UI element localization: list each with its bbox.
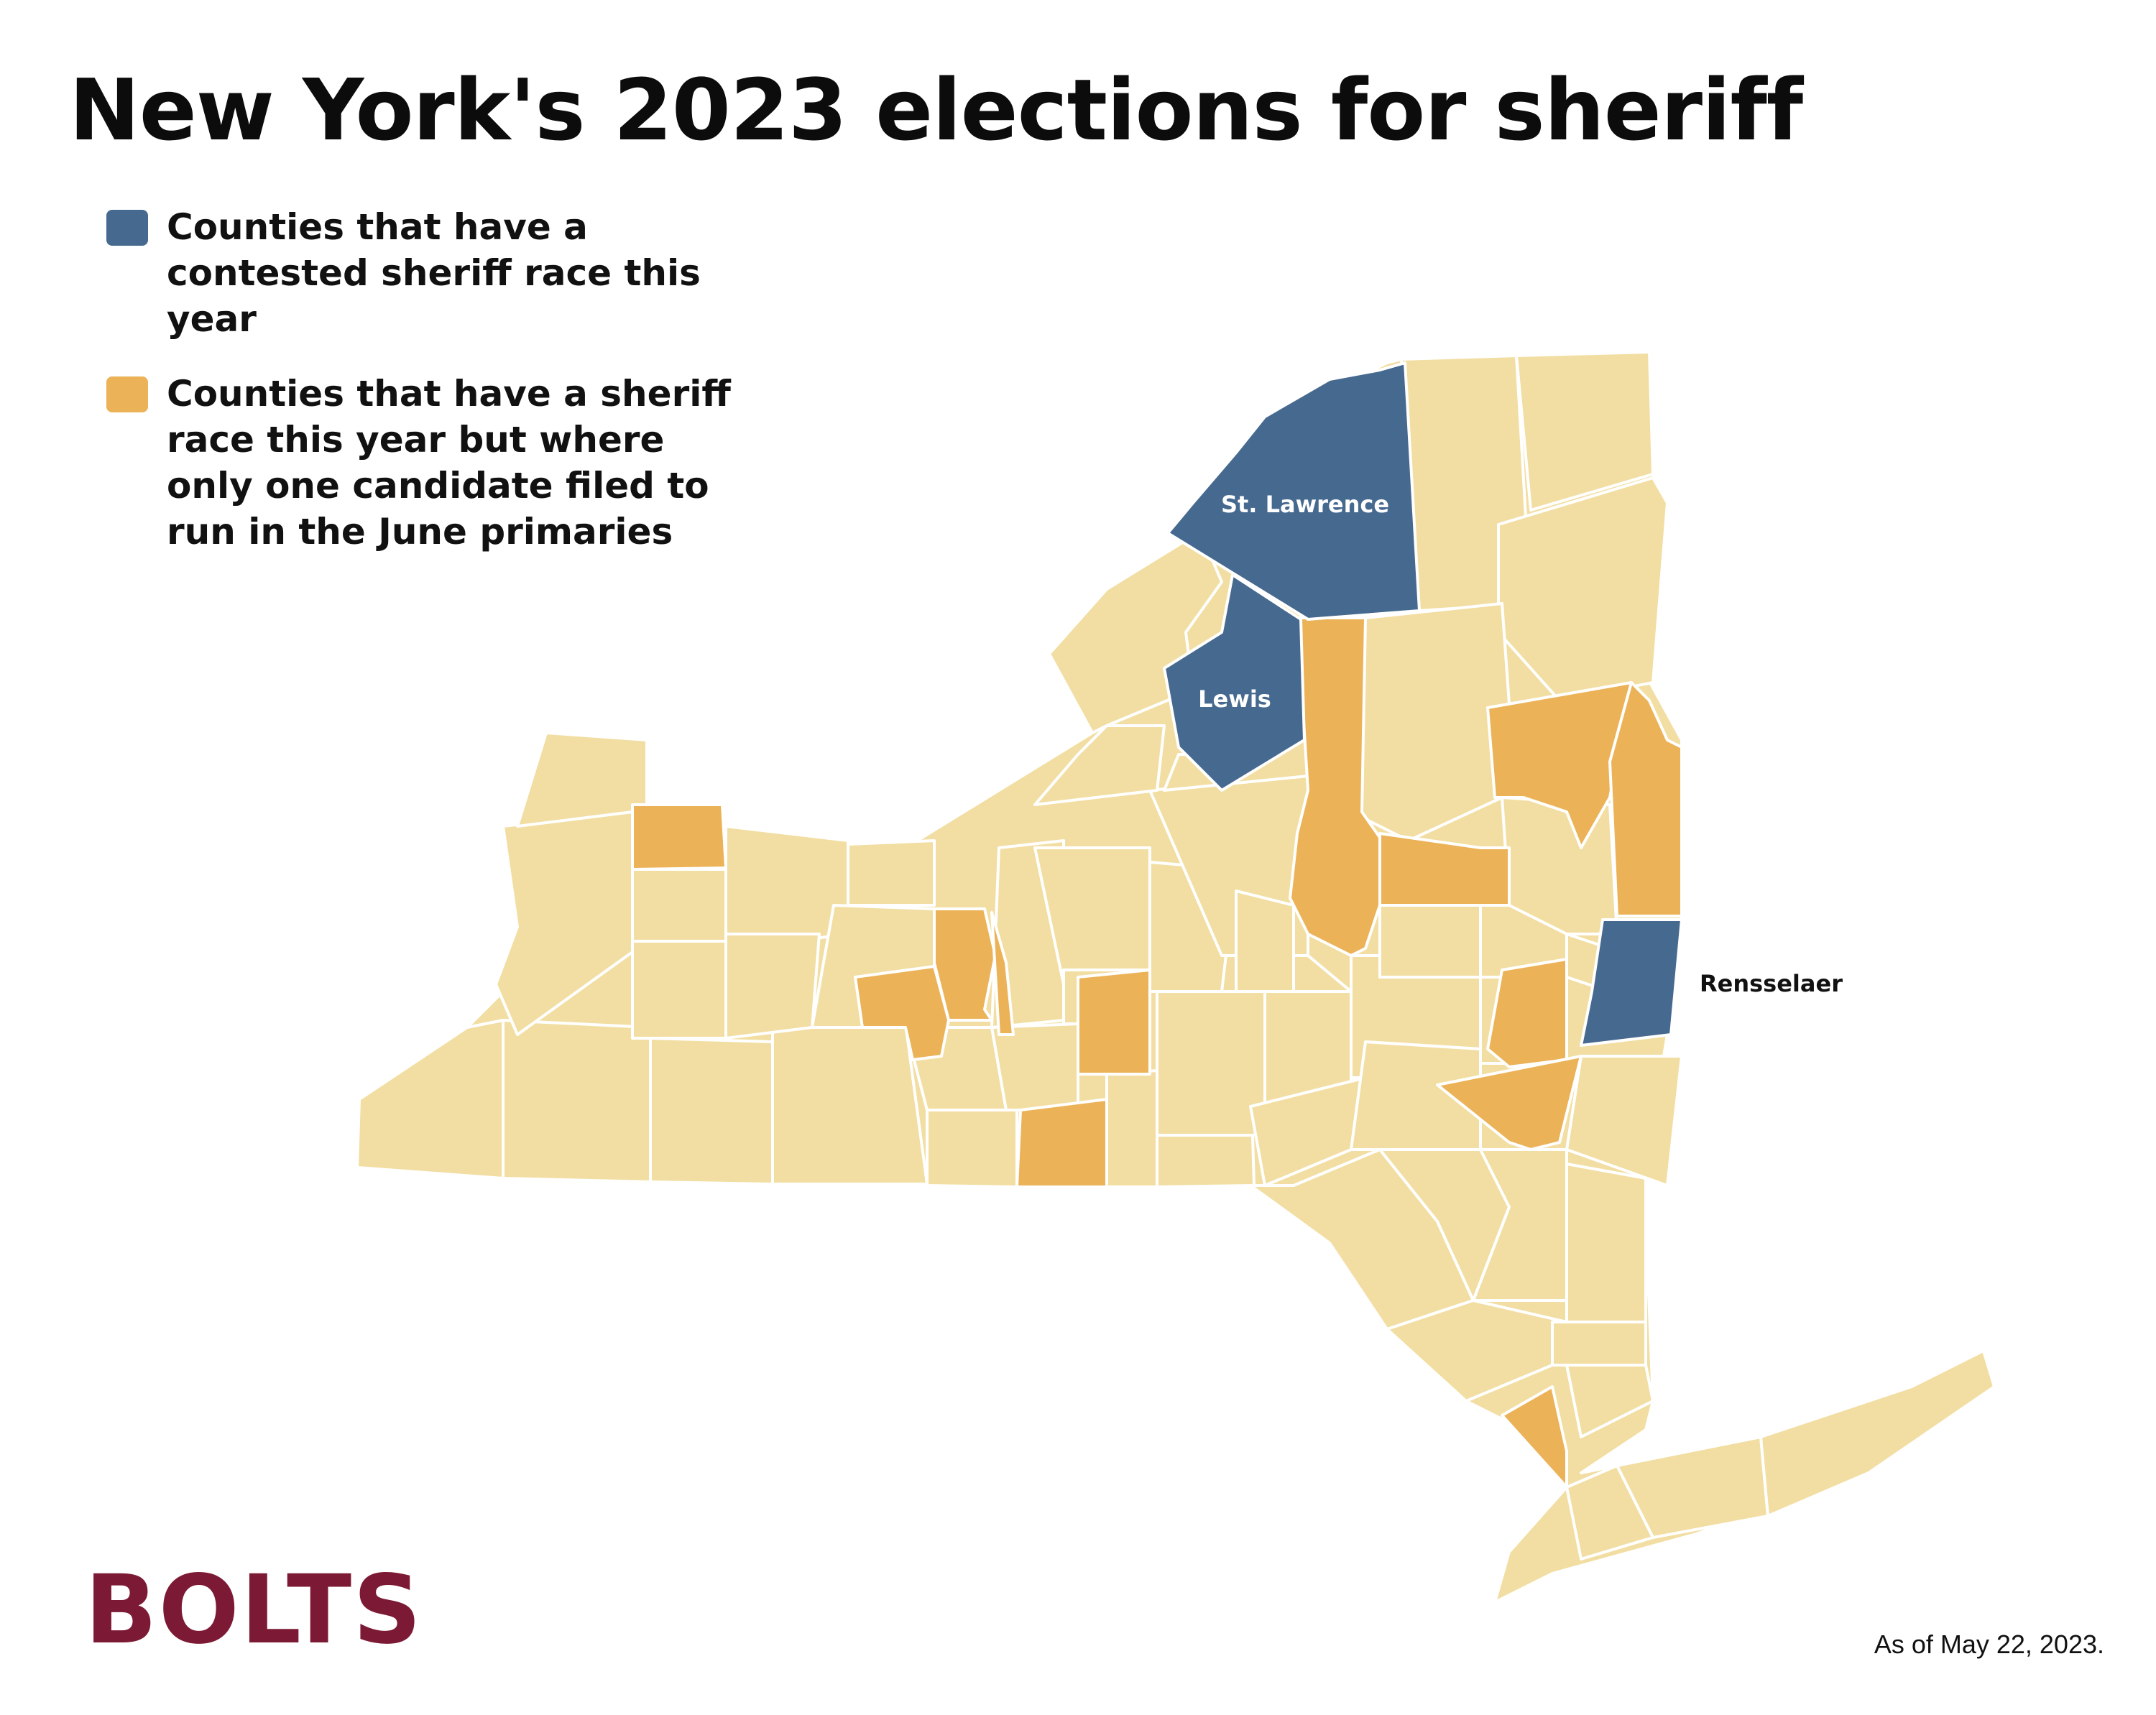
county-uncontested-hamilton <box>1289 616 1388 957</box>
map-label-lewis: Lewis <box>1198 685 1271 713</box>
legend: Counties that have a contested sheriff r… <box>106 204 753 583</box>
county-uncontested-schuyler <box>854 965 950 1061</box>
legend-item-contested: Counties that have a contested sheriff r… <box>106 204 753 342</box>
county-uncontested-seneca <box>990 911 1015 1036</box>
county-uncontested-washington <box>1608 681 1683 917</box>
county-uncontested-rockland <box>1501 1385 1568 1489</box>
footnote-date: As of May 22, 2023. <box>1874 1630 2104 1659</box>
county-uncontested-cortland <box>1077 969 1151 1076</box>
county-uncontested-greene <box>1436 1055 1583 1151</box>
bolts-logo: BOLTS <box>85 1555 423 1665</box>
county-uncontested-orleans <box>631 803 727 871</box>
map-label-st-lawrence: St. Lawrence <box>1221 491 1389 518</box>
county-contested-lewis <box>1163 573 1306 792</box>
page-title: New York's 2023 elections for sheriff <box>69 60 1803 160</box>
county-contested-st-lawrence <box>1166 361 1421 621</box>
map-label-rensselaer: Rensselaer <box>1700 970 1843 997</box>
county-contested-rensselaer <box>1580 918 1683 1047</box>
legend-item-uncontested: Counties that have a sheriff race this y… <box>106 371 753 555</box>
legend-swatch-uncontested <box>106 376 148 412</box>
legend-label-uncontested: Counties that have a sheriff race this y… <box>167 373 731 553</box>
legend-swatch-contested <box>106 210 148 246</box>
county-uncontested-fulton <box>1378 832 1511 907</box>
county-uncontested-tioga <box>1015 1098 1108 1188</box>
legend-label-contested: Counties that have a contested sheriff r… <box>167 206 701 340</box>
